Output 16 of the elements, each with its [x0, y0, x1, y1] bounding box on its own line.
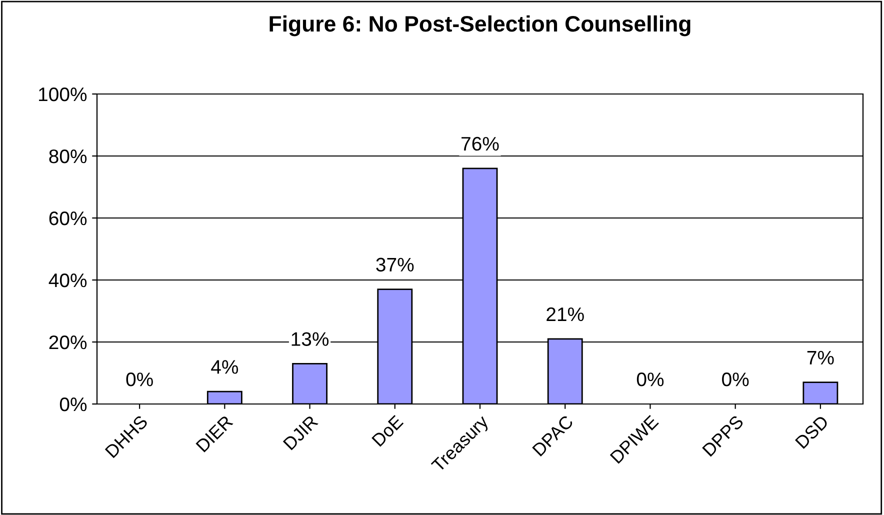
- y-tick-label: 20%: [49, 335, 87, 350]
- data-label: 0%: [636, 372, 664, 386]
- y-tick-label: 40%: [48, 273, 87, 288]
- y-tick-label: 100%: [39, 87, 87, 102]
- data-label: 7%: [807, 350, 834, 364]
- data-label: 76%: [462, 136, 499, 151]
- data-label: 0%: [722, 372, 749, 386]
- y-tick-label: 80%: [49, 149, 87, 164]
- chart-title: Figure 6: No Post-Selection Counselling: [270, 15, 690, 36]
- data-label: 21%: [546, 307, 584, 322]
- data-label: 0%: [126, 372, 153, 386]
- y-tick-label: 60%: [49, 211, 87, 226]
- data-label: 13%: [292, 332, 329, 346]
- y-tick-label: 0%: [60, 397, 87, 412]
- data-label: 4%: [211, 360, 238, 374]
- data-label: 37%: [376, 258, 414, 272]
